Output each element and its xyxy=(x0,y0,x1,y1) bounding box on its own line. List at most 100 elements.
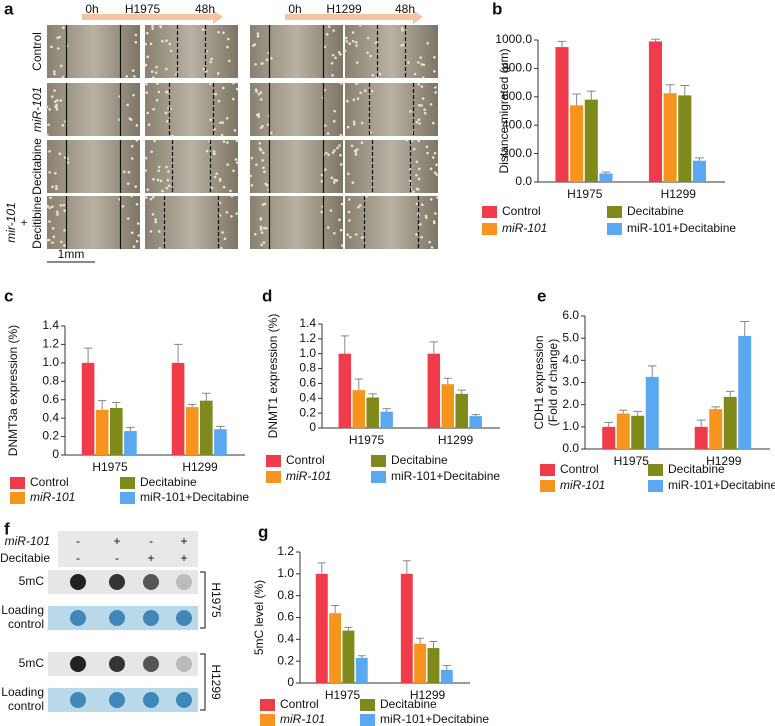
cell xyxy=(218,201,222,205)
cell xyxy=(426,41,429,45)
cell xyxy=(222,185,226,189)
cell xyxy=(332,119,336,123)
time-arrow xyxy=(82,14,213,20)
cell xyxy=(374,41,378,45)
cell xyxy=(333,109,336,113)
lane-label: 5mC xyxy=(19,574,45,588)
legend-label: Decitabine xyxy=(140,475,197,489)
micrograph xyxy=(47,83,140,136)
cell xyxy=(151,24,154,28)
cell xyxy=(231,97,235,101)
y-axis-title: 5mC level (%) xyxy=(252,580,266,655)
error-bar xyxy=(665,84,675,94)
cell xyxy=(126,103,129,107)
cell xyxy=(417,83,420,86)
cell xyxy=(146,111,150,115)
cell xyxy=(417,177,421,181)
cell xyxy=(126,182,130,185)
error-bar xyxy=(572,93,581,106)
cell xyxy=(255,90,258,93)
bar xyxy=(414,643,427,683)
cell xyxy=(48,108,51,111)
y-tick-label: 0.4 xyxy=(277,632,294,646)
cell xyxy=(351,181,355,184)
row-label: mir-101 xyxy=(4,202,18,242)
y-tick-label: 0.4 xyxy=(299,390,316,404)
cell xyxy=(360,121,364,125)
error-bar xyxy=(97,400,107,410)
cell xyxy=(359,23,362,27)
cell xyxy=(429,103,433,106)
cell xyxy=(331,73,334,77)
cell xyxy=(356,97,360,101)
cell xyxy=(45,238,49,242)
cell xyxy=(152,107,155,111)
y-tick-label: 1000.0 xyxy=(495,32,532,46)
y-tick-label: 0.6 xyxy=(277,610,294,624)
cell xyxy=(255,163,258,166)
cell xyxy=(51,241,54,244)
bar xyxy=(692,160,707,182)
cell xyxy=(130,144,134,148)
cell xyxy=(121,204,125,208)
cell xyxy=(134,33,138,37)
legend-swatch xyxy=(120,492,135,504)
x-tick-label: H1975 xyxy=(349,433,385,447)
cell xyxy=(135,202,139,206)
error-bar xyxy=(202,392,211,401)
error-bar xyxy=(357,655,366,658)
cell xyxy=(144,156,148,160)
header-box xyxy=(58,531,198,567)
bar xyxy=(599,173,613,182)
cell xyxy=(135,124,139,127)
cell xyxy=(220,133,224,137)
cell xyxy=(232,81,235,85)
cell xyxy=(335,179,339,182)
cell xyxy=(360,236,364,240)
cell xyxy=(62,26,65,29)
cell xyxy=(433,70,436,73)
cell xyxy=(59,240,63,244)
time-arrow-head xyxy=(413,10,423,24)
cell xyxy=(365,195,368,198)
cell xyxy=(326,132,330,135)
error-bar xyxy=(618,409,628,414)
cell xyxy=(144,63,148,67)
cell xyxy=(159,23,162,27)
cell xyxy=(217,99,221,103)
blot-dot xyxy=(143,574,159,590)
cell xyxy=(235,212,238,215)
bar xyxy=(645,376,659,449)
cell xyxy=(221,231,224,234)
row-label: + xyxy=(17,219,31,226)
cell xyxy=(156,82,159,85)
cell xyxy=(348,42,352,45)
cell xyxy=(259,218,263,221)
cell xyxy=(330,176,334,180)
cell xyxy=(225,211,229,214)
cell xyxy=(213,175,217,179)
micrograph xyxy=(145,140,238,193)
cell xyxy=(415,187,419,191)
cell xyxy=(155,98,159,102)
cell xyxy=(266,184,269,187)
cell xyxy=(53,89,56,92)
cell xyxy=(166,178,170,182)
cell xyxy=(214,92,218,96)
cell xyxy=(256,32,260,35)
error-bar xyxy=(457,389,466,394)
y-tick-label: 800.0 xyxy=(502,61,532,75)
cell xyxy=(59,99,62,102)
cell xyxy=(149,230,153,233)
cell xyxy=(346,99,349,103)
cell xyxy=(352,120,356,124)
cell xyxy=(418,167,421,171)
error-bar xyxy=(340,335,349,354)
cell xyxy=(262,151,265,155)
cell xyxy=(423,108,426,112)
cell xyxy=(323,124,327,127)
cell xyxy=(50,95,54,98)
legend-label: miR-101+Decitabine xyxy=(140,490,249,504)
cell xyxy=(409,110,412,113)
x-tick-label: H1975 xyxy=(92,460,128,474)
